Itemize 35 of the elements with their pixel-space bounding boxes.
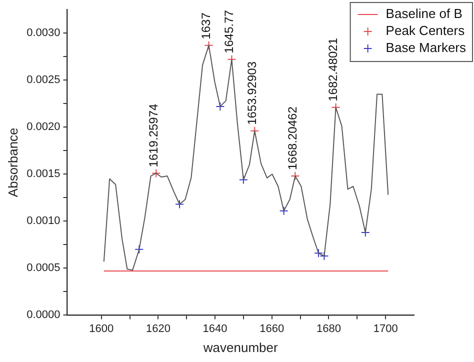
point — [290, 172, 300, 181]
annotation: 1682.48021 — [326, 38, 340, 102]
point — [238, 175, 248, 184]
point — [134, 244, 144, 254]
legend-label: Baseline of B — [386, 6, 462, 22]
y-tick-label: 0.0015 — [26, 168, 60, 180]
point — [216, 102, 225, 111]
x-tick-label: 1680 — [316, 322, 341, 335]
y-tick-label: 0.0030 — [26, 27, 60, 40]
y-tick-label: 0.0025 — [26, 74, 60, 86]
legend-label: Base Markers — [386, 40, 466, 56]
annotation: 1645.77 — [222, 10, 236, 54]
y-tick-label: 0.0000 — [26, 309, 60, 322]
annotation: 1668.20462 — [286, 106, 300, 170]
y-tick-label: 0.0020 — [26, 121, 60, 134]
x-tick-label: 1700 — [373, 322, 398, 335]
x-axis-title: wavenumber — [202, 340, 278, 355]
point — [331, 102, 340, 112]
x-tick-label: 1640 — [202, 322, 228, 335]
point — [204, 40, 214, 50]
point — [250, 126, 260, 136]
annotation: 1619.25974 — [146, 103, 160, 168]
x-tick-label: 1660 — [260, 322, 284, 335]
annotation: 1637 — [199, 12, 214, 40]
point — [175, 200, 184, 209]
point — [279, 206, 288, 216]
legend-label: Peak Centers — [386, 23, 466, 38]
x-tick-label: 1620 — [146, 322, 170, 335]
annotation: 1653.92903 — [244, 61, 259, 125]
y-tick-label: 0.0005 — [26, 262, 60, 274]
y-tick-label: 0.0010 — [26, 215, 60, 228]
point — [152, 168, 161, 178]
point — [360, 228, 370, 237]
y-axis-title: Absorbance — [5, 128, 20, 198]
x-tick-label: 1600 — [89, 322, 114, 335]
